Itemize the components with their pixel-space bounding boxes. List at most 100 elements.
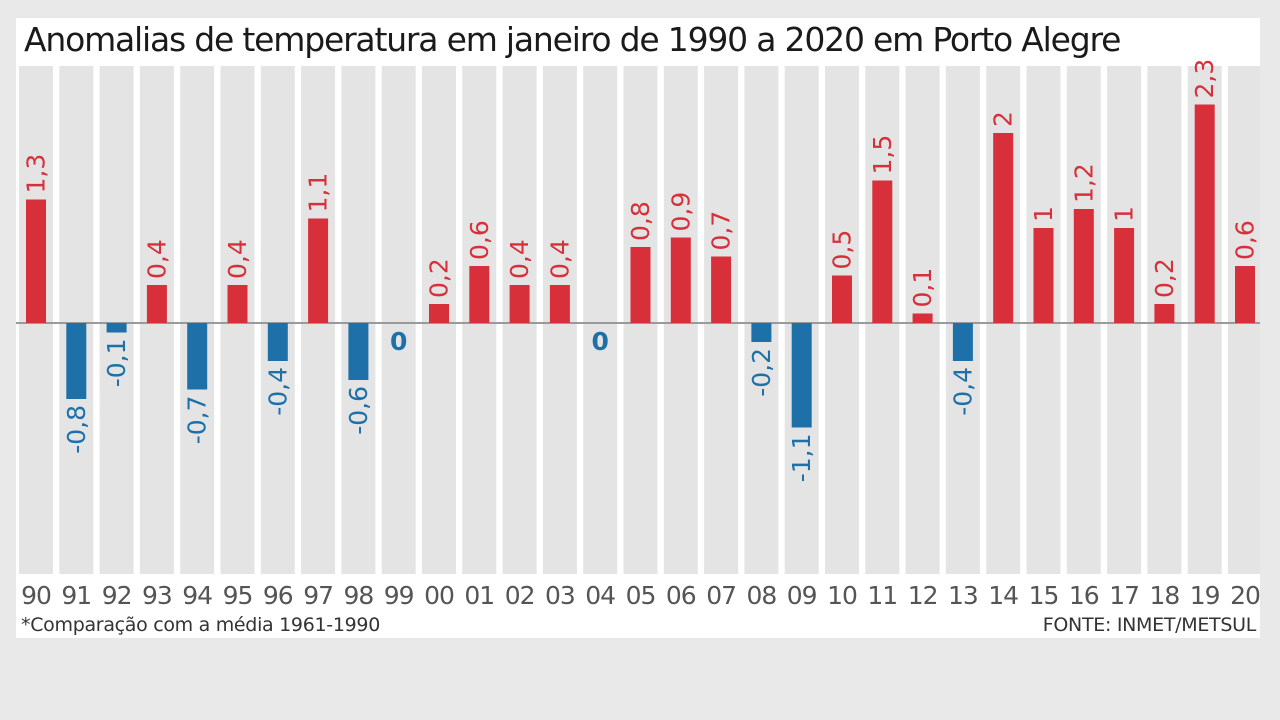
year-column-bg — [59, 66, 94, 574]
data-label: 1,2 — [1069, 163, 1098, 203]
bar — [308, 218, 329, 323]
bar — [952, 323, 973, 361]
data-label: 0,1 — [908, 268, 937, 308]
data-label: 1,3 — [22, 154, 51, 194]
data-label: 0,4 — [223, 239, 252, 279]
x-tick-label: 14 — [988, 581, 1018, 610]
chart-title: Anomalias de temperatura em janeiro de 1… — [24, 20, 1121, 59]
x-tick-label: 92 — [102, 581, 132, 610]
data-label: 0,5 — [828, 230, 857, 270]
bar — [711, 256, 732, 323]
data-label: 0,4 — [142, 239, 171, 279]
data-label: 0,6 — [465, 220, 494, 260]
data-label: -0,4 — [263, 367, 292, 416]
bar — [1194, 104, 1215, 323]
bar — [751, 323, 772, 342]
x-tick-label: 95 — [223, 581, 253, 610]
x-tick-label: 08 — [746, 581, 776, 610]
bar — [187, 323, 208, 390]
x-tick-label: 17 — [1109, 581, 1139, 610]
year-column-bg — [945, 66, 980, 574]
chart-card: 1,3 90 -0,8 91 -0,1 92 0,4 93 -0,7 94 0,4 95 -0,4 96 1… — [16, 18, 1260, 638]
bar — [66, 323, 87, 399]
x-tick-label: 12 — [908, 581, 938, 610]
x-tick-label: 07 — [706, 581, 736, 610]
year-column-bg — [744, 66, 779, 574]
x-tick-label: 01 — [464, 581, 494, 610]
bar — [26, 199, 46, 323]
x-tick-label: 16 — [1069, 581, 1099, 610]
bar — [146, 285, 167, 323]
x-tick-label: 96 — [263, 581, 293, 610]
x-tick-label: 06 — [666, 581, 696, 610]
x-tick-label: 03 — [545, 581, 575, 610]
x-tick-label: 05 — [626, 581, 656, 610]
bar — [993, 133, 1014, 323]
x-tick-label: 19 — [1190, 581, 1220, 610]
data-label: 0,4 — [545, 239, 574, 279]
x-tick-label: 20 — [1230, 581, 1260, 610]
x-tick-label: 98 — [343, 581, 373, 610]
data-label: 2 — [989, 111, 1018, 127]
x-tick-label: 02 — [505, 581, 535, 610]
x-tick-label: 00 — [424, 581, 454, 610]
bar — [832, 275, 852, 323]
bar — [549, 285, 570, 323]
year-column-bg — [260, 66, 295, 574]
bar — [227, 285, 248, 323]
bar — [1033, 228, 1054, 323]
year-column-bg — [583, 66, 618, 574]
data-label: 0,7 — [707, 211, 736, 251]
year-column-bg — [99, 66, 134, 574]
x-tick-label: 10 — [827, 581, 857, 610]
bar — [267, 323, 288, 361]
bar — [630, 247, 651, 323]
bar — [1154, 304, 1175, 323]
bar — [1235, 266, 1255, 323]
x-tick-label: 91 — [61, 581, 91, 610]
year-column-bg — [180, 66, 215, 574]
bar — [791, 323, 812, 428]
data-label: 0,2 — [1150, 258, 1179, 298]
bar — [348, 323, 369, 380]
data-label: -0,8 — [62, 405, 91, 454]
bar — [912, 313, 933, 323]
x-tick-label: 09 — [787, 581, 817, 610]
chart-plot: 1,3 90 -0,8 91 -0,1 92 0,4 93 -0,7 94 0,4 95 -0,4 96 1… — [16, 59, 1260, 610]
data-label: 2,3 — [1190, 59, 1219, 99]
bar — [872, 180, 893, 323]
year-column-bg — [341, 66, 376, 574]
bar — [670, 237, 691, 323]
x-tick-label: 11 — [867, 581, 897, 610]
bar — [469, 266, 490, 323]
data-label: 0,9 — [666, 192, 695, 232]
data-label: 1 — [1110, 206, 1139, 222]
x-tick-label: 18 — [1149, 581, 1179, 610]
year-column-bg — [784, 66, 819, 574]
data-label: -0,2 — [747, 348, 776, 397]
x-tick-label: 97 — [303, 581, 333, 610]
x-tick-label: 90 — [21, 581, 51, 610]
x-tick-label: 94 — [182, 581, 212, 610]
data-label: -0,7 — [183, 396, 212, 445]
data-label: 0 — [591, 327, 608, 356]
bar — [1073, 209, 1094, 323]
data-label: 1,1 — [304, 173, 333, 213]
bar — [509, 285, 530, 323]
data-label: 1 — [1029, 206, 1058, 222]
x-tick-label: 04 — [585, 581, 615, 610]
data-label: 0 — [390, 327, 407, 356]
data-label: 1,5 — [868, 135, 897, 175]
source-credit: FONTE: INMET/METSUL — [1042, 614, 1257, 636]
x-tick-label: 15 — [1029, 581, 1059, 610]
data-label: 0,6 — [1231, 220, 1260, 260]
data-label: 0,2 — [425, 258, 454, 298]
x-tick-label: 93 — [142, 581, 172, 610]
year-column-bg — [381, 66, 416, 574]
bar — [1114, 228, 1135, 323]
bar — [106, 323, 127, 333]
data-label: 0,8 — [626, 201, 655, 241]
data-label: -0,6 — [344, 386, 373, 435]
data-label: 0,4 — [505, 239, 534, 279]
data-label: -1,1 — [787, 434, 816, 483]
